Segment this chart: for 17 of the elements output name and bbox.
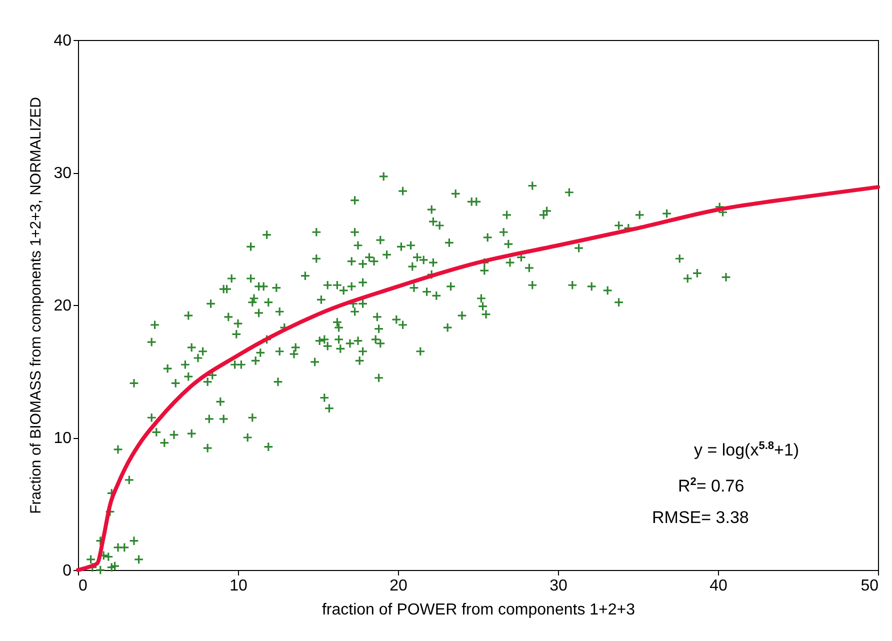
x-tick-label: 20 [390, 578, 408, 594]
x-tick-label: 50 [860, 578, 879, 594]
y-axis-title: Fraction of BIOMASS from components 1+2+3, NORMALIZED [28, 96, 45, 514]
x-tick-label: 30 [550, 578, 568, 594]
line-series [76, 185, 880, 572]
annotation: R$^{2}$= 0.76 [678, 476, 744, 497]
x-axis-title: fraction of POWER from components 1+2+3 [322, 602, 636, 618]
annotation: RMSE= 3.38 [652, 508, 749, 528]
y-tick-label: 0 [62, 562, 72, 580]
y-tick-label: 30 [54, 165, 72, 182]
x-tick-label: 10 [230, 578, 248, 594]
x-tick-label: 40 [710, 578, 728, 594]
annotation: y = log(x$^{5.8}$+1) [694, 440, 800, 461]
x-tick-label: 0 [78, 578, 88, 594]
y-tick-label: 10 [54, 430, 72, 447]
y-tick-label: 40 [54, 32, 72, 50]
y-tick-label: 20 [54, 298, 72, 314]
